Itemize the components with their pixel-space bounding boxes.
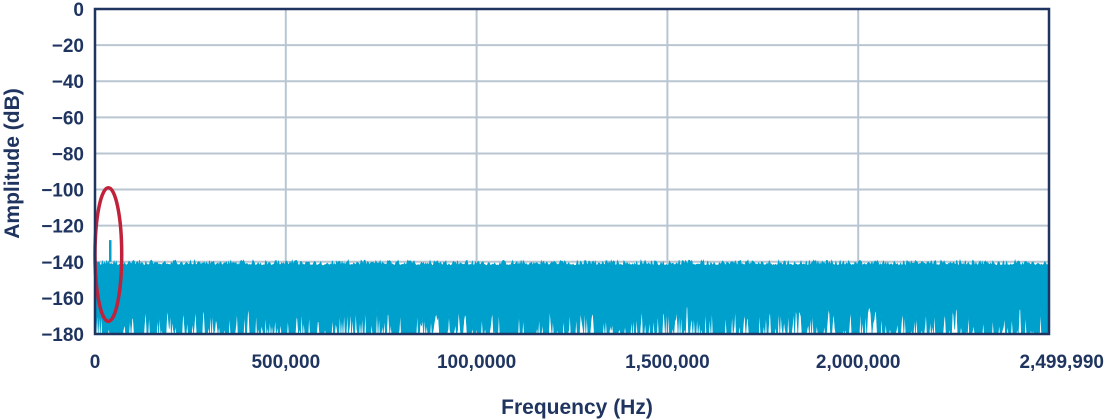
x-tick-labels: 0 500,000 100,0000 1,500,000 2,000,000 2,499,… — [90, 352, 1104, 373]
y-tick-label: −80 — [52, 144, 84, 165]
y-tick-label: −140 — [41, 253, 84, 274]
y-tick-label: −120 — [41, 217, 84, 238]
y-tick-label: −100 — [41, 181, 84, 202]
y-tick-labels: 0 −20 −40 −60 −80 −100 −120 −140 −160 −180 — [41, 0, 84, 346]
y-tick-label: 0 — [73, 0, 84, 21]
x-tick-label: 100,0000 — [437, 352, 516, 373]
x-tick-label: 500,000 — [251, 352, 320, 373]
y-tick-label: −180 — [41, 325, 84, 346]
y-tick-label: −60 — [52, 108, 84, 129]
noise-floor-area — [94, 258, 1050, 336]
y-tick-label: −160 — [41, 289, 84, 310]
noise-spectrum-series — [94, 240, 1050, 336]
y-axis-label: Amplitude (dB) — [1, 88, 24, 238]
y-tick-label: −20 — [52, 36, 84, 57]
y-tick-label: −40 — [52, 72, 84, 93]
plot-frame — [93, 7, 1051, 336]
x-tick-label: 0 — [90, 352, 101, 373]
x-tick-label: 2,499,990 — [1019, 352, 1104, 373]
x-axis-label: Frequency (Hz) — [501, 396, 653, 419]
x-tick-label: 2,000,000 — [816, 352, 901, 373]
x-tick-label: 1,500,000 — [625, 352, 710, 373]
